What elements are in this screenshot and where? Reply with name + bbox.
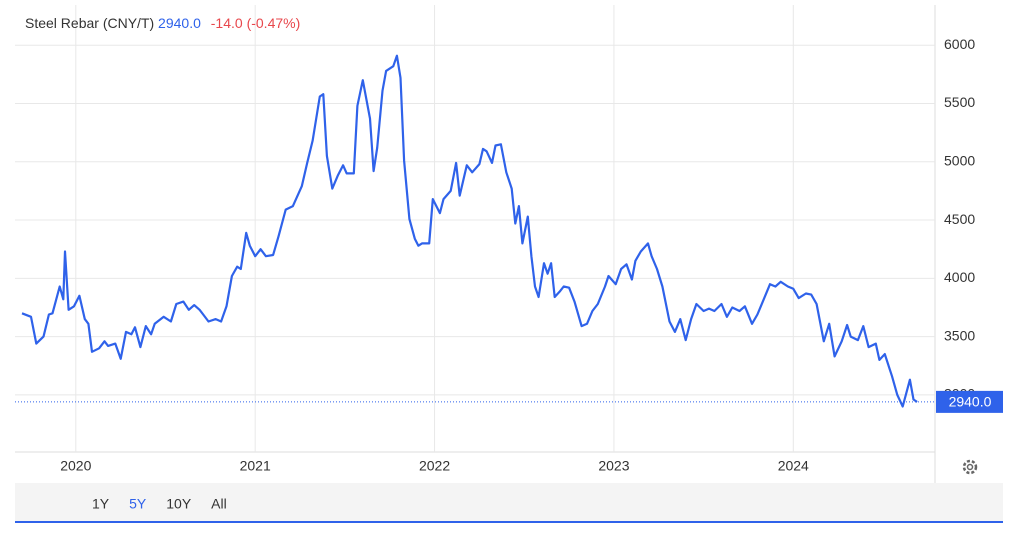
x-tick-label: 2023 [598, 458, 629, 474]
settings-icon[interactable] [962, 459, 978, 475]
range-button[interactable]: 10Y [166, 496, 192, 512]
gear-hub [966, 463, 974, 471]
chart-title: Steel Rebar (CNY/T) [25, 15, 154, 31]
y-tick-label: 5000 [944, 152, 975, 168]
y-tick-label: 4000 [944, 269, 975, 285]
price-change: -14.0 (-0.47%) [211, 15, 300, 31]
x-tick-label: 2021 [240, 458, 271, 474]
y-tick-label: 3500 [944, 327, 975, 343]
gear-teeth [962, 459, 978, 475]
last-price: 2940.0 [158, 15, 201, 31]
range-button[interactable]: 5Y [129, 496, 147, 512]
x-tick-label: 2022 [419, 458, 450, 474]
price-line [21, 54, 918, 408]
range-button[interactable]: All [211, 496, 227, 512]
y-tick-label: 5500 [944, 94, 975, 110]
last-price-box [936, 390, 1003, 413]
last-price-label: 2940.0 [949, 394, 992, 410]
x-tick-label: 2020 [60, 458, 91, 474]
x-tick-label: 2024 [778, 458, 809, 474]
range-button[interactable]: 1Y [92, 496, 110, 512]
chart-header: Steel Rebar (CNY/T) 2940.0 -14.0 (-0.47%… [25, 15, 300, 31]
range-bar [15, 483, 1003, 522]
y-tick-label: 6000 [944, 36, 975, 52]
plot: 3000350040004500500055006000202020212022… [15, 5, 1003, 474]
y-tick-label: 4500 [944, 211, 975, 227]
